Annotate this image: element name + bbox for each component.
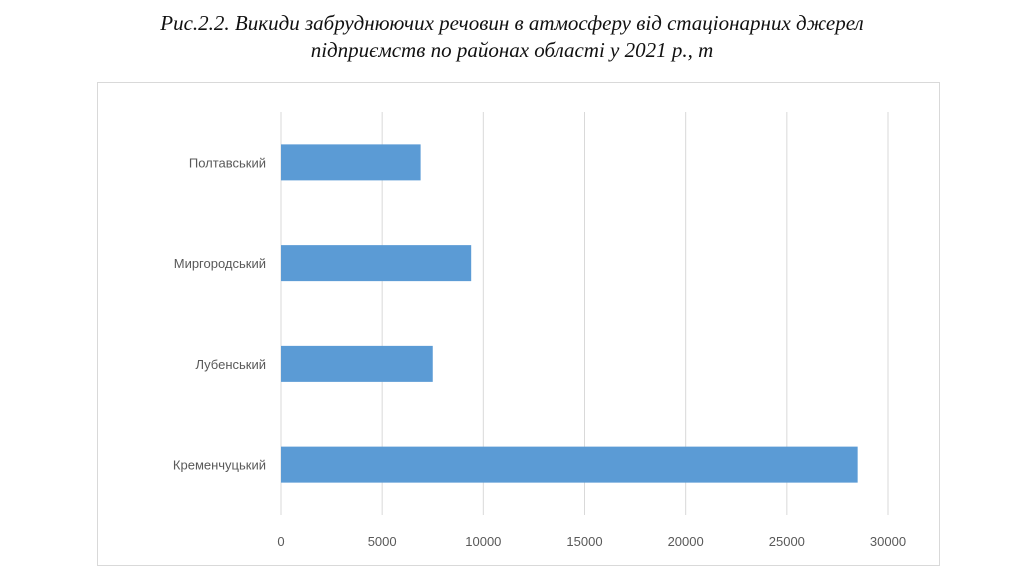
caption-line-2: підприємств по районах області у 2021 р.…	[310, 38, 714, 62]
x-tick-label-2: 10000	[465, 534, 501, 549]
x-tick-label-6: 30000	[870, 534, 906, 549]
bar-1	[281, 245, 472, 282]
bar-0	[281, 144, 421, 181]
category-label-0: Полтавський	[189, 155, 266, 170]
caption-line-1: Рис.2.2. Викиди забруднюючих речовин в а…	[160, 11, 864, 35]
chart-frame	[97, 82, 940, 566]
bar-2	[281, 345, 433, 382]
x-tick-label-3: 15000	[566, 534, 602, 549]
category-label-3: Кременчуцький	[173, 458, 266, 473]
x-tick-label-0: 0	[277, 534, 284, 549]
category-label-1: Миргородський	[174, 256, 266, 271]
x-tick-label-1: 5000	[368, 534, 397, 549]
bar-3	[281, 446, 858, 483]
figure-caption: Рис.2.2. Викиди забруднюючих речовин в а…	[0, 10, 1024, 64]
x-tick-label-4: 20000	[668, 534, 704, 549]
category-label-2: Лубенський	[195, 357, 266, 372]
x-tick-label-5: 25000	[769, 534, 805, 549]
